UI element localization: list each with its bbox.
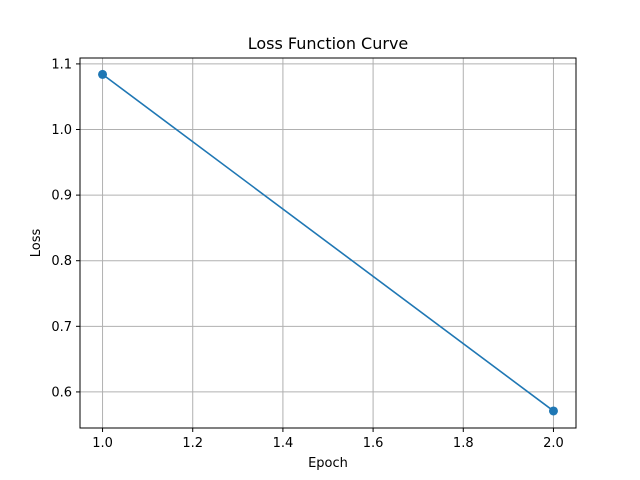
x-tick-label: 1.0 [92,436,113,451]
y-tick-label: 0.6 [51,385,72,400]
x-axis-label: Epoch [308,456,348,471]
y-tick-label: 0.7 [51,320,72,335]
tick-layer: 1.0 1.2 1.4 1.6 1.8 2.0 0.6 0.7 0.8 0.9 1.0 1.1 [51,57,563,451]
x-tick-label: 2.0 [543,436,564,451]
x-tick-label: 1.4 [273,436,294,451]
x-tick-label: 1.8 [453,436,474,451]
y-tick-label: 0.8 [51,254,72,269]
y-tick-label: 0.9 [51,189,72,204]
grid-layer [80,58,576,428]
y-tick-label: 1.0 [51,123,72,138]
x-tick-label: 1.2 [182,436,203,451]
loss-point [548,406,558,416]
loss-line [102,73,554,412]
y-tick-label: 1.1 [51,57,72,72]
x-tick-label: 1.6 [363,436,384,451]
y-axis-label: Loss [29,229,44,258]
chart-title: Loss Function Curve [248,34,409,53]
series-layer [98,69,558,416]
plot-frame [79,57,577,429]
loss-point [98,69,108,79]
